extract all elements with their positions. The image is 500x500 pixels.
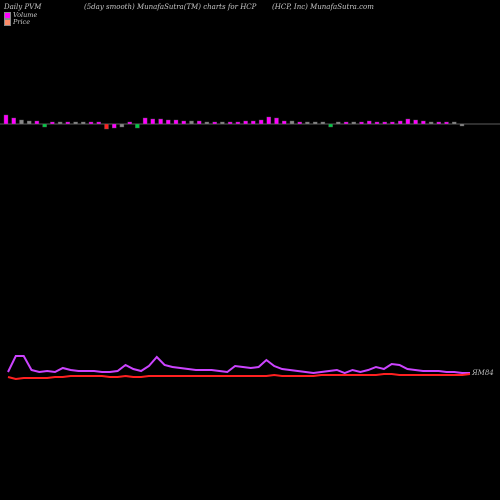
volume-bar bbox=[289, 120, 295, 125]
volume-bar bbox=[142, 117, 148, 125]
volume-bar bbox=[343, 121, 349, 125]
volume-bar bbox=[96, 121, 101, 125]
volume-bar bbox=[111, 123, 117, 129]
volume-bar bbox=[274, 117, 279, 125]
header-left: Daily PVM bbox=[4, 3, 42, 11]
volume-bar bbox=[328, 123, 333, 128]
volume-bar bbox=[11, 117, 16, 125]
legend-volume: Volume bbox=[4, 11, 37, 19]
volume-bar bbox=[19, 119, 24, 125]
volume-bar bbox=[227, 121, 233, 125]
price-smooth-line bbox=[7, 355, 470, 375]
volume-bar bbox=[382, 121, 387, 125]
volume-bar bbox=[127, 121, 132, 125]
legend-price-label: Price bbox=[13, 18, 31, 26]
volume-bar bbox=[34, 120, 40, 125]
volume-bar bbox=[65, 121, 71, 125]
volume-bar bbox=[88, 121, 94, 125]
volume-bar bbox=[459, 123, 465, 127]
volume-bar bbox=[421, 120, 426, 125]
volume-bar bbox=[81, 121, 86, 125]
volume-bar bbox=[258, 119, 264, 125]
header-right: (HCP, Inc) MunafaSutra.com bbox=[272, 3, 374, 11]
volume-bar bbox=[27, 120, 32, 125]
volume-bar bbox=[166, 119, 171, 125]
volume-bar bbox=[42, 123, 47, 128]
volume-bar bbox=[150, 118, 156, 125]
volume-bar bbox=[243, 120, 248, 125]
volume-bar bbox=[405, 118, 411, 125]
volume-bar bbox=[390, 121, 395, 125]
volume-bar bbox=[320, 121, 326, 125]
volume-bar bbox=[282, 120, 287, 125]
volume-bar bbox=[119, 123, 125, 128]
legend-volume-swatch bbox=[4, 11, 11, 19]
volume-bar bbox=[452, 121, 457, 125]
volume-bar bbox=[336, 121, 341, 125]
volume-bar bbox=[212, 121, 217, 125]
volume-bar bbox=[158, 118, 163, 125]
volume-bar bbox=[305, 121, 310, 125]
volume-bar bbox=[266, 116, 271, 125]
volume-bar bbox=[73, 121, 78, 125]
volume-bar bbox=[57, 121, 63, 125]
volume-bar bbox=[181, 120, 187, 125]
volume-bar bbox=[398, 120, 403, 125]
volume-bar bbox=[3, 114, 9, 125]
volume-bar bbox=[173, 119, 179, 125]
volume-bar bbox=[189, 120, 194, 125]
header-center: (5day smooth) MunafaSutra(TM) charts for… bbox=[84, 3, 257, 11]
volume-bar bbox=[413, 119, 418, 125]
volume-bar bbox=[313, 121, 318, 125]
volume-bar bbox=[135, 123, 140, 129]
volume-bar bbox=[204, 121, 210, 125]
volume-bar bbox=[50, 121, 55, 125]
legend-price-swatch bbox=[4, 18, 11, 26]
volume-bar bbox=[196, 120, 202, 125]
volume-bar bbox=[374, 121, 380, 125]
volume-bar bbox=[436, 121, 441, 125]
volume-bars bbox=[3, 114, 465, 130]
volume-bar bbox=[220, 121, 225, 125]
volume-bar bbox=[428, 121, 434, 125]
legend-price: Price bbox=[4, 18, 30, 26]
volume-bar bbox=[367, 120, 372, 125]
volume-bar bbox=[251, 120, 256, 125]
volume-bar bbox=[235, 121, 241, 125]
volume-bar bbox=[444, 121, 449, 125]
volume-bar bbox=[351, 121, 356, 125]
volume-bar bbox=[297, 121, 302, 125]
legend-volume-label: Volume bbox=[13, 11, 38, 19]
price-line bbox=[7, 373, 471, 381]
volume-bar bbox=[359, 121, 364, 125]
volume-bar bbox=[104, 123, 109, 130]
price-label: ЯМ84 bbox=[471, 369, 494, 377]
